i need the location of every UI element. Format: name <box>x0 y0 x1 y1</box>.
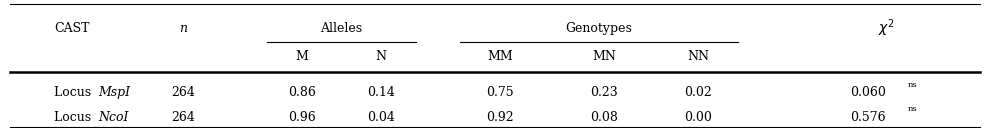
Text: 264: 264 <box>171 86 195 99</box>
Text: 0.00: 0.00 <box>684 111 712 124</box>
Text: 0.04: 0.04 <box>367 111 395 124</box>
Text: NcoI: NcoI <box>98 111 129 124</box>
Text: Locus: Locus <box>54 86 96 99</box>
Text: N: N <box>375 50 387 63</box>
Text: MM: MM <box>487 50 513 63</box>
Text: 0.23: 0.23 <box>590 86 618 99</box>
Text: 0.75: 0.75 <box>486 86 514 99</box>
Text: MspI: MspI <box>98 86 130 99</box>
Text: 0.92: 0.92 <box>486 111 514 124</box>
Text: 0.08: 0.08 <box>590 111 618 124</box>
Text: 0.14: 0.14 <box>367 86 395 99</box>
Text: Alleles: Alleles <box>321 22 362 35</box>
Text: 0.060: 0.060 <box>850 86 886 99</box>
Text: ns: ns <box>908 81 918 89</box>
Text: 264: 264 <box>171 111 195 124</box>
Text: MN: MN <box>592 50 616 63</box>
Text: ns: ns <box>908 105 918 113</box>
Text: 0.02: 0.02 <box>684 86 712 99</box>
Text: 0.576: 0.576 <box>850 111 886 124</box>
Text: CAST: CAST <box>54 22 90 35</box>
Text: n: n <box>179 22 187 35</box>
Text: $\chi^2$: $\chi^2$ <box>878 17 894 39</box>
Text: NN: NN <box>687 50 709 63</box>
Text: Genotypes: Genotypes <box>565 22 633 35</box>
Text: 0.96: 0.96 <box>288 111 316 124</box>
Text: Locus: Locus <box>54 111 96 124</box>
Text: 0.86: 0.86 <box>288 86 316 99</box>
Text: M: M <box>295 50 309 63</box>
